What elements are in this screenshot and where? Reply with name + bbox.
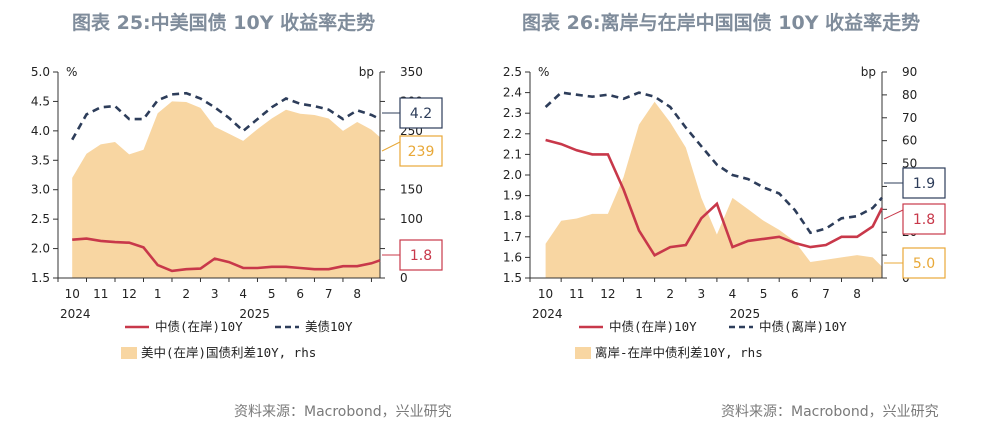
chart-1-x-tick-label: 1 <box>154 287 162 301</box>
chart-2-spread-area <box>545 101 882 278</box>
chart-2-cn-line <box>545 138 884 258</box>
chart-2-y-left-unit: % <box>538 65 549 79</box>
chart-1-x-tick-label: 12 <box>122 287 137 301</box>
chart-1-y-right-tick-label: 100 <box>400 212 423 226</box>
chart-2-y-left-tick-label: 2.3 <box>503 106 522 120</box>
chart-2-callout-pointer <box>883 209 904 220</box>
chart-1-y-right-tick-label: 150 <box>400 183 423 197</box>
chart-2-x-tick-label: 10 <box>538 287 553 301</box>
chart-1-y-left-tick-label: 2.5 <box>31 212 50 226</box>
chart-2-x-tick-label: 5 <box>760 287 768 301</box>
chart-2-x-tick-label: 11 <box>569 287 584 301</box>
chart-2-y-left-tick-label: 2.4 <box>503 86 522 100</box>
chart-1-callout-box <box>399 239 443 271</box>
chart-1-x-tick-label: 5 <box>268 287 276 301</box>
chart-2-y-right-unit: bp <box>861 65 876 79</box>
chart-1-x-tick-label: 3 <box>211 287 219 301</box>
chart-1-x-tick-label: 2 <box>182 287 190 301</box>
chart-2-y-right-tick-label: 80 <box>902 88 917 102</box>
chart-1-x-tick-label: 8 <box>353 287 361 301</box>
chart-2-y-right-tick-label: 90 <box>902 65 917 79</box>
chart-2-y-right-tick-label: 50 <box>902 157 917 171</box>
chart-2-y-left-tick-label: 1.8 <box>503 209 522 223</box>
chart-1-callout-pointer <box>381 141 401 152</box>
chart-1-y-left-unit: % <box>66 65 77 79</box>
chart-1-legend-label: 美债10Y <box>305 319 353 334</box>
chart-2-x-tick-label: 1 <box>635 287 643 301</box>
chart-1-cn-line <box>72 237 381 273</box>
chart-1-y-right-tick-label: 350 <box>400 65 423 79</box>
chart-1-title: 图表 25:中美国债 10Y 收益率走势 <box>72 12 376 34</box>
chart-1-y-left-tick-label: 3.0 <box>31 183 50 197</box>
chart-2-y-left-tick-label: 1.6 <box>503 250 522 264</box>
chart-1-y-left-tick-label: 1.5 <box>31 271 50 285</box>
chart-1-x-tick-label: 7 <box>325 287 333 301</box>
chart-1-x-tick-label: 4 <box>239 287 247 301</box>
chart-1-callout-label: 1.8 <box>410 248 432 264</box>
chart-1-spread-area <box>72 101 380 279</box>
chart-2-callout-box <box>902 167 946 199</box>
chart-1-callout-label: 239 <box>408 144 435 160</box>
chart-2-y-right-tick-label: 60 <box>902 134 917 148</box>
chart-1-y-right-tick-label: 0 <box>400 271 408 285</box>
chart-2-y-left-tick-label: 1.7 <box>503 230 522 244</box>
chart-1-y-left-tick-label: 4.5 <box>31 94 50 108</box>
chart-2-year-label: 2024 <box>532 307 563 321</box>
chart-2-legend-label: 离岸-在岸中债利差10Y, rhs <box>595 345 763 360</box>
chart-2-legend-label: 中债(在岸)10Y <box>609 319 697 334</box>
chart-1-y-left-tick-label: 3.5 <box>31 153 50 167</box>
chart-2-y-left-tick-label: 2.5 <box>503 65 522 79</box>
chart-2-y-left-tick-label: 1.5 <box>503 271 522 285</box>
chart-1-x-tick-label: 10 <box>65 287 80 301</box>
chart-2-x-tick-label: 4 <box>729 287 737 301</box>
chart-1-legend-label: 中债(在岸)10Y <box>155 319 243 334</box>
chart-2-legend-swatch-spread <box>575 347 591 359</box>
chart-1-x-tick-label: 6 <box>296 287 304 301</box>
chart-1-legend-swatch-spread <box>121 347 137 359</box>
chart-1-y-left-tick-label: 5.0 <box>31 65 50 79</box>
chart-1-source: 资料来源：Macrobond，兴业研究 <box>234 404 452 420</box>
chart-1-us-line <box>71 91 381 141</box>
chart-2-x-tick-label: 8 <box>853 287 861 301</box>
chart-1-legend-label: 美中(在岸)国债利差10Y, rhs <box>141 345 316 360</box>
chart-2-y-left-tick-label: 2.2 <box>503 127 522 141</box>
chart-2-x-tick-label: 2 <box>666 287 674 301</box>
chart-2-legend-label: 中债(离岸)10Y <box>759 319 847 334</box>
chart-2-y-right-tick-label: 70 <box>902 111 917 125</box>
chart-2-callout-box <box>902 203 946 235</box>
chart-2-callout-label: 1.9 <box>913 176 935 192</box>
chart-1-year-label: 2025 <box>239 307 270 321</box>
chart-2-y-left-tick-label: 1.9 <box>503 189 522 203</box>
chart-2-callout-label: 1.8 <box>913 212 935 228</box>
chart-2-x-tick-label: 7 <box>822 287 830 301</box>
chart-2-us-line <box>544 91 883 235</box>
chart-2-x-tick-label: 3 <box>698 287 706 301</box>
chart-1-y-left-tick-label: 2.0 <box>31 242 50 256</box>
chart-1-year-label: 2024 <box>60 307 91 321</box>
chart-2-y-left-tick-label: 2.1 <box>503 147 522 161</box>
chart-2-source: 资料来源：Macrobond，兴业研究 <box>721 404 939 420</box>
chart-2-x-tick-label: 6 <box>791 287 799 301</box>
chart-2-y-left-tick-label: 2.0 <box>503 168 522 182</box>
chart-2-callout-label: 5.0 <box>913 256 935 272</box>
chart-1-callout-box <box>399 97 443 129</box>
chart-1-callout-label: 4.2 <box>410 106 432 122</box>
chart-1-y-left-tick-label: 4.0 <box>31 124 50 138</box>
chart-1-y-right-unit: bp <box>359 65 374 79</box>
chart-1-x-tick-label: 11 <box>93 287 108 301</box>
chart-2-x-tick-label: 12 <box>600 287 615 301</box>
chart-2-title: 图表 26:离岸与在岸中国国债 10Y 收益率走势 <box>522 12 921 34</box>
chart-2-year-label: 2025 <box>730 307 761 321</box>
chart-1-callout-box <box>399 135 443 167</box>
